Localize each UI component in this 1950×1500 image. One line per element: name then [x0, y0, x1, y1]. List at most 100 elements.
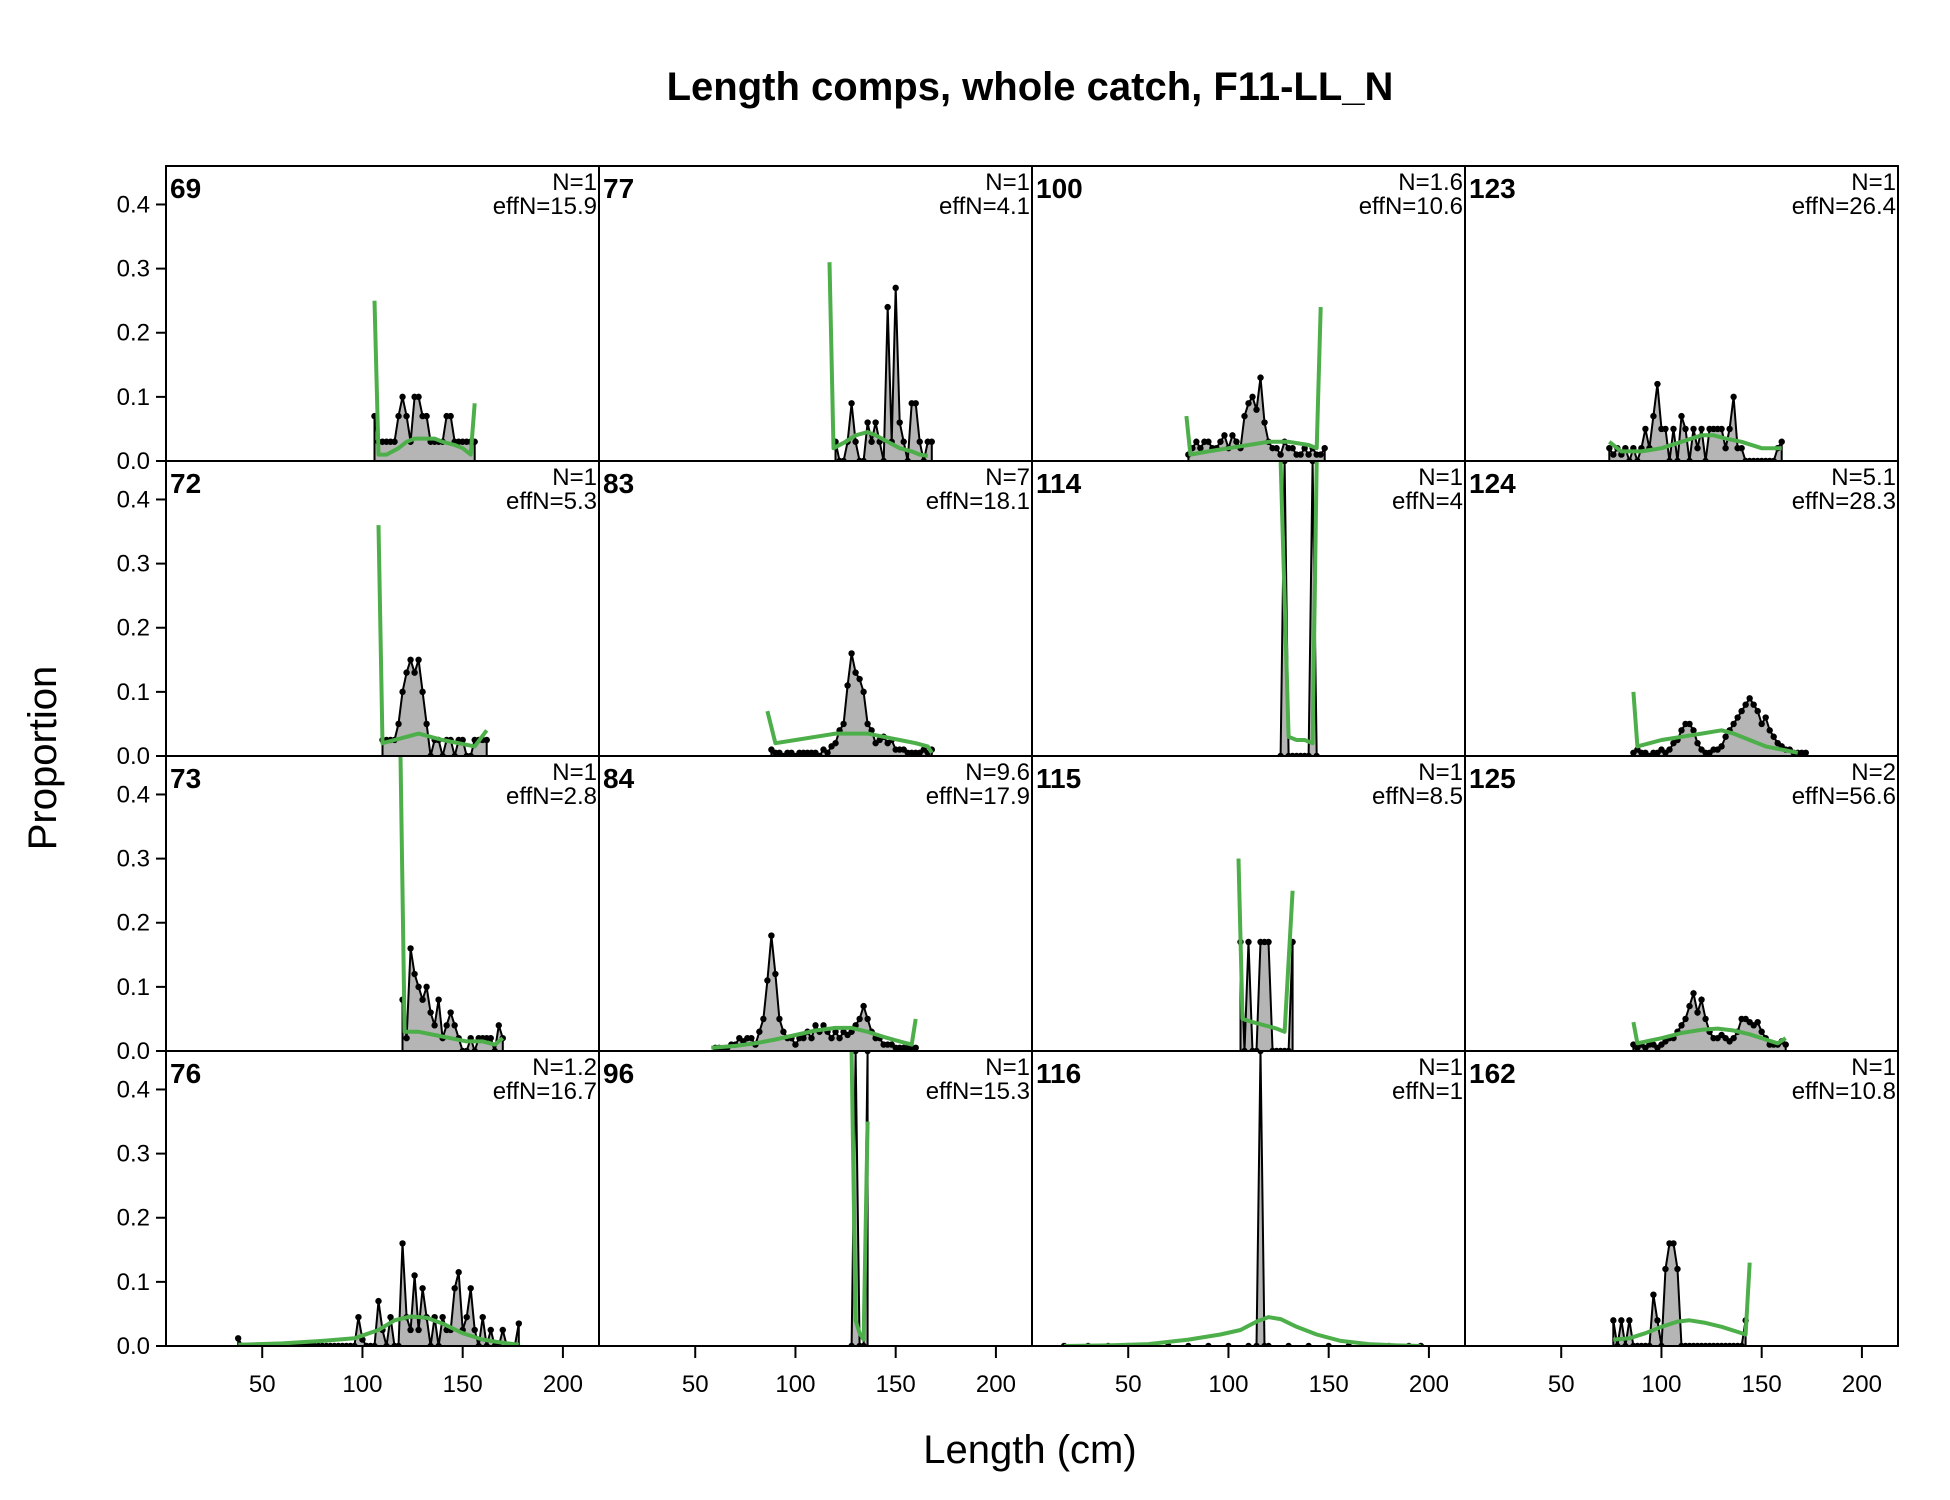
observed-point	[1682, 1015, 1689, 1023]
observed-point	[1678, 727, 1685, 734]
panel-n-label: N=1	[1851, 169, 1896, 196]
observed-point	[1674, 1265, 1681, 1273]
observed-point	[864, 720, 871, 728]
observed-point	[1730, 720, 1737, 728]
panel-year-label: 73	[170, 763, 201, 794]
observed-point	[483, 736, 490, 744]
observed-point	[395, 720, 402, 728]
expected-line	[1064, 1315, 1421, 1346]
expected-line	[1184, 307, 1323, 457]
observed-point	[768, 932, 775, 939]
observed-point	[1758, 1028, 1765, 1035]
observed-point	[407, 1326, 414, 1334]
y-tick-label: 0.2	[117, 910, 150, 937]
observed-point	[447, 1009, 454, 1016]
observed-point	[884, 303, 891, 311]
observed-point	[800, 1034, 807, 1042]
observed-point	[776, 1015, 783, 1023]
observed-point	[836, 1034, 843, 1042]
expected-line	[1236, 858, 1295, 1034]
observed-point	[1678, 1022, 1685, 1029]
y-tick-label: 0.0	[117, 1038, 150, 1065]
panel-plot-area	[599, 650, 1032, 756]
expected-line	[827, 262, 929, 458]
x-tick-label: 100	[1641, 1371, 1681, 1398]
observed-point	[407, 656, 414, 664]
observed-point	[387, 1313, 394, 1321]
panel-year-label: 77	[603, 173, 634, 204]
observed-point	[1746, 695, 1753, 702]
y-tick-label: 0.3	[117, 1141, 150, 1168]
panel-n-label: N=2	[1851, 759, 1896, 786]
y-tick-label: 0.0	[117, 1333, 150, 1360]
observed-point	[395, 412, 402, 420]
y-tick-label: 0.1	[117, 384, 150, 411]
panel-n-label: N=7	[985, 464, 1030, 491]
expected-line	[1631, 691, 1799, 755]
expected-line	[1631, 1021, 1787, 1046]
observed-point	[1606, 444, 1613, 452]
observed-point	[852, 438, 859, 445]
observed-point	[1686, 720, 1693, 728]
expected-line	[765, 710, 934, 754]
observed-point	[808, 1034, 815, 1042]
observed-point	[1690, 727, 1697, 734]
observed-point	[411, 970, 418, 978]
panel-effn-label: effN=10.6	[1359, 193, 1463, 220]
observed-point	[1650, 1291, 1657, 1298]
observed-point	[1730, 393, 1737, 401]
panel-plot-area	[1032, 307, 1465, 461]
observed-point	[820, 1022, 827, 1029]
observed-point	[1654, 1317, 1661, 1324]
panel-n-label: N=1	[985, 169, 1030, 196]
observed-point	[403, 669, 410, 676]
panel-effn-label: effN=56.6	[1792, 783, 1896, 810]
observed-point	[792, 1041, 799, 1048]
observed-point	[1742, 701, 1749, 708]
panel-plot-area	[1032, 461, 1465, 756]
observed-area	[834, 287, 933, 461]
y-tick-label: 0.1	[117, 974, 150, 1001]
observed-point	[1694, 444, 1701, 452]
observed-point	[234, 1335, 242, 1342]
observed-point	[1245, 400, 1252, 407]
panel-n-label: N=1	[552, 464, 597, 491]
panel-plot-area	[1465, 691, 1898, 756]
observed-point	[399, 688, 406, 696]
observed-point	[748, 1034, 755, 1042]
observed-point	[872, 419, 879, 426]
observed-point	[451, 1022, 458, 1029]
observed-point	[1722, 733, 1729, 740]
panel-year-label: 162	[1469, 1058, 1516, 1089]
observed-point	[824, 749, 831, 756]
observed-point	[499, 1326, 506, 1334]
observed-point	[415, 983, 422, 991]
observed-point	[840, 720, 847, 728]
panel-plot-area	[166, 300, 599, 461]
x-tick-label: 100	[1208, 1371, 1248, 1398]
observed-point	[487, 1034, 494, 1042]
observed-point	[1690, 425, 1697, 433]
observed-point	[1217, 438, 1224, 445]
panel-year-label: 72	[170, 468, 201, 499]
observed-point	[455, 1269, 462, 1276]
observed-point	[1730, 1034, 1737, 1042]
chart-title: Length comps, whole catch, F11-LL_N	[667, 65, 1394, 109]
panel-effn-label: effN=5.3	[506, 488, 597, 515]
observed-point	[856, 675, 863, 683]
observed-point	[459, 736, 466, 744]
observed-point	[1738, 444, 1745, 452]
observed-point	[1682, 425, 1689, 433]
panel-year-label: 123	[1469, 173, 1516, 204]
panel-plot-area	[599, 932, 1032, 1051]
observed-point	[1654, 380, 1661, 388]
y-tick-label: 0.0	[117, 448, 150, 475]
observed-point	[415, 1326, 422, 1334]
observed-point	[848, 400, 855, 407]
observed-point	[447, 412, 454, 420]
